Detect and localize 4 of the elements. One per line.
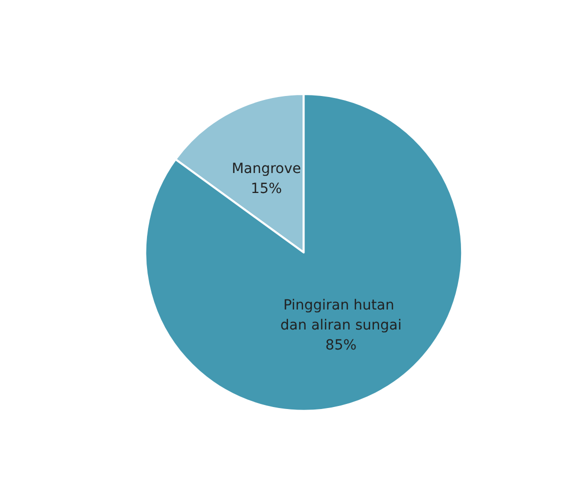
slice-label: Mangrove <box>232 161 302 178</box>
slice-label: Pinggiran hutan dan aliran sungai <box>280 298 402 334</box>
data-label: 85% <box>325 338 357 354</box>
data-label: 15% <box>250 181 282 198</box>
